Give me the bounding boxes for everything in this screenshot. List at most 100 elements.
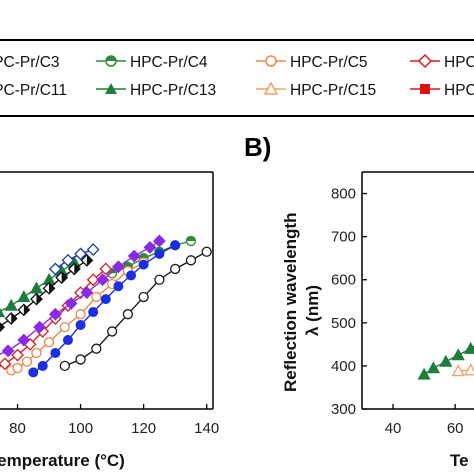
data-point: [417, 367, 431, 380]
marker-fill: [0, 323, 5, 332]
panel-a: 80 100 120 140 Temperature (°C): [0, 171, 219, 470]
legend-item-c13: HPC-Pr/C13: [96, 82, 216, 99]
series: [451, 363, 474, 377]
data-point: [106, 326, 118, 337]
series-line: [54, 248, 94, 270]
y-tick-label: 600: [331, 272, 356, 289]
data-point: [138, 291, 149, 303]
legend-marker: [265, 55, 277, 67]
data-point: [185, 255, 197, 266]
legend-item-c15: HPC-Pr/C15: [256, 81, 376, 99]
data-point: [439, 354, 453, 367]
data-point: [99, 262, 113, 276]
data-point: [74, 247, 88, 261]
data-point: [201, 246, 212, 257]
data-point: [64, 297, 78, 310]
marker-fill: [23, 304, 30, 316]
data-point: [86, 243, 100, 256]
data-point: [48, 307, 62, 321]
data-point: [138, 259, 149, 270]
data-point: [29, 281, 44, 294]
data-point: [75, 319, 86, 330]
series: [28, 240, 181, 378]
y-tick-label: 700: [331, 229, 356, 246]
data-point: [31, 347, 42, 359]
y-tick-label: 800: [331, 186, 356, 203]
marker-fill: [139, 253, 149, 259]
y-ticks: 300 400 500 600 700 800: [331, 186, 367, 418]
data-point: [33, 320, 47, 334]
data-point: [143, 240, 157, 254]
x-tick-label: 120: [131, 420, 156, 437]
data-point: [48, 262, 62, 276]
data-point: [62, 335, 73, 346]
legend-label: HPC-Pr/C13: [130, 82, 216, 99]
y-axis-title-line1: Reflection wavelength: [281, 213, 300, 392]
series: [0, 234, 166, 358]
y-tick-label: 500: [331, 315, 356, 332]
data-point: [17, 333, 31, 347]
data-point: [11, 348, 24, 362]
x-tick-label: 60: [447, 420, 464, 437]
marker-fill: [49, 282, 55, 294]
data-point: [59, 360, 70, 372]
data-point: [464, 341, 474, 354]
legend-label: HPC-Pr/C6: [444, 54, 474, 71]
data-point: [61, 253, 75, 267]
data-point: [464, 363, 474, 376]
marker-fill: [123, 262, 133, 267]
series: [48, 243, 100, 276]
data-point: [127, 249, 141, 263]
legend-item-c18: HPC-Pr/C18: [410, 82, 474, 99]
legend-frame: [0, 39, 474, 117]
legend-label: HPC-Pr/C18: [444, 82, 474, 99]
legend: HPC-Pr/C3 HPC-Pr/C4 HPC-Pr/C5 HPC-Pr/C6 …: [0, 53, 474, 99]
series-line: [0, 268, 107, 368]
data-point: [21, 356, 33, 367]
data-point: [100, 294, 111, 305]
data-point: [451, 364, 465, 377]
legend-marker: [420, 84, 430, 94]
data-point: [1, 344, 15, 358]
data-point: [12, 362, 23, 374]
legend-label: HPC-Pr/C15: [290, 82, 376, 99]
x-tick-label: 100: [68, 420, 93, 437]
marker-fill: [36, 293, 42, 305]
data-point: [59, 321, 70, 333]
y-axis-title-line2: λ (nm): [303, 285, 322, 336]
data-point: [4, 298, 18, 311]
marker-fill: [11, 313, 17, 325]
x-tick-label: 140: [194, 420, 219, 437]
data-point: [170, 263, 181, 275]
data-point: [91, 291, 102, 303]
legend-item-c4: HPC-Pr/C4: [96, 54, 208, 71]
data-point: [75, 354, 86, 365]
marker-fill: [186, 236, 196, 241]
series: [417, 341, 474, 380]
data-point: [43, 337, 55, 348]
legend-item-c3: HPC-Pr/C3: [0, 54, 60, 71]
legend-item-c11: HPC-Pr/C11: [0, 82, 67, 99]
data-point: [426, 361, 441, 374]
data-point: [451, 348, 465, 361]
legend-label: HPC-Pr/C4: [130, 54, 208, 71]
data-point: [28, 367, 39, 378]
legend-item-c6: HPC-Pr/C6: [410, 53, 474, 71]
x-ticks: 40 60: [385, 404, 464, 437]
y-tick-label: 300: [331, 401, 356, 418]
data-point: [152, 234, 166, 248]
data-point: [91, 343, 102, 354]
x-tick-label: 40: [385, 420, 402, 437]
x-ticks: 80 100 120 140: [9, 404, 219, 437]
data-point: [0, 307, 6, 318]
legend-item-c5: HPC-Pr/C5: [256, 54, 368, 71]
data-point: [0, 357, 12, 371]
data-point: [17, 290, 31, 303]
series-group: [0, 234, 212, 378]
marker-fill: [86, 254, 93, 266]
legend-label: HPC-Pr/C3: [0, 54, 60, 71]
data-point: [80, 286, 94, 300]
y-tick-label: 400: [331, 358, 356, 375]
data-point: [126, 270, 137, 281]
